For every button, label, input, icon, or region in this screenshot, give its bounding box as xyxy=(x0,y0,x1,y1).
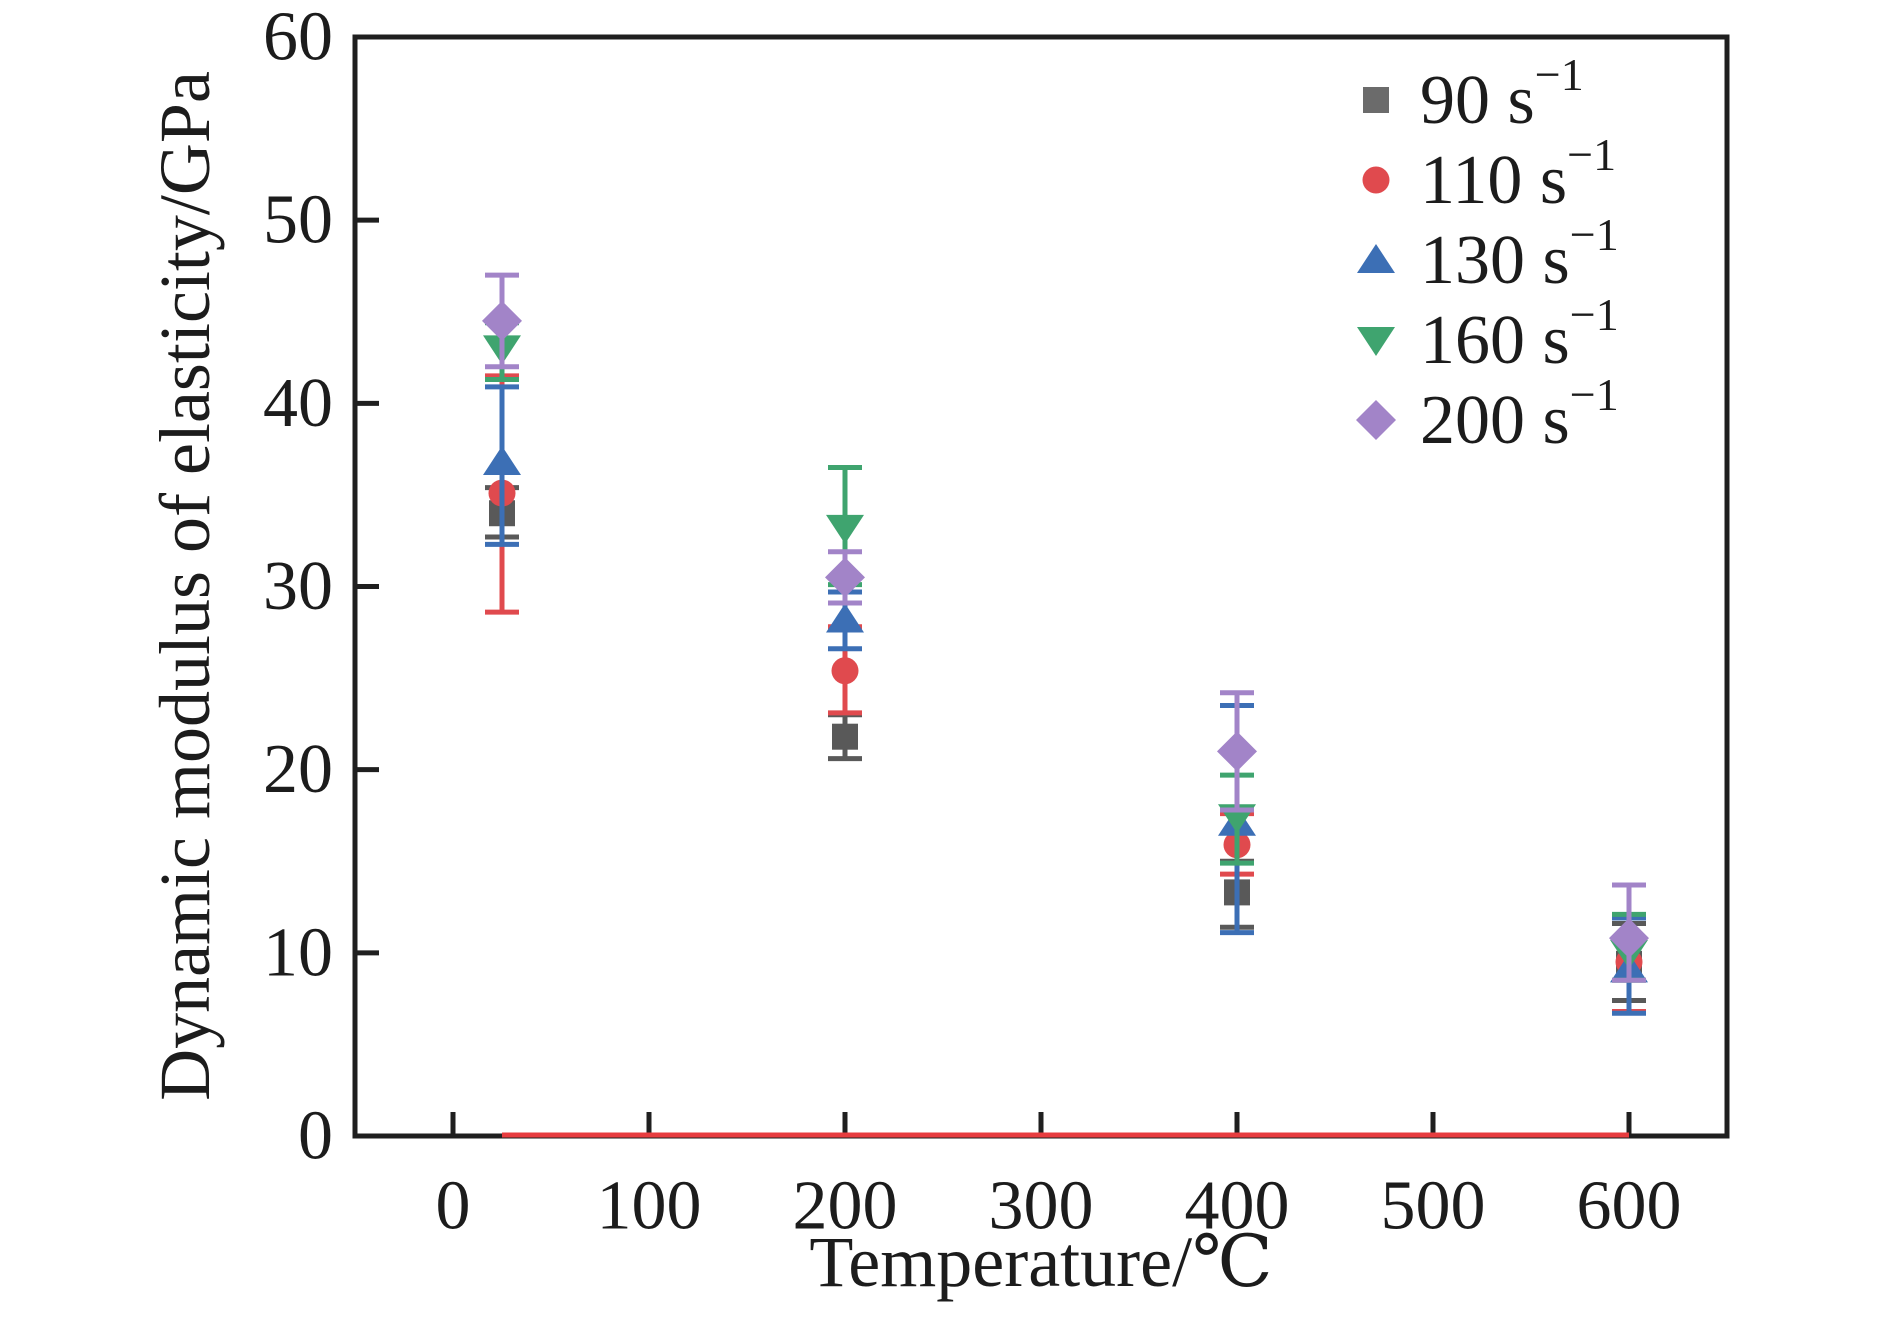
x-tick-label: 500 xyxy=(1381,1168,1486,1245)
legend-item-90s: 90 s−1 xyxy=(1363,49,1584,139)
data-point-marker xyxy=(826,514,864,544)
y-tick-label: 10 xyxy=(263,914,333,991)
y-tick-label: 40 xyxy=(263,365,333,442)
square-icon xyxy=(1363,87,1389,113)
data-point-marker xyxy=(826,603,864,633)
x-tick-label: 400 xyxy=(1185,1168,1290,1245)
data-point-marker xyxy=(483,445,521,475)
data-point-marker xyxy=(832,723,858,750)
y-tick-label: 20 xyxy=(263,731,333,808)
x-axis-title: Temperature/℃ xyxy=(809,1222,1272,1302)
x-tick-label: 200 xyxy=(793,1168,898,1245)
series-130-s⁻¹ xyxy=(483,384,1648,1016)
y-tick-label: 50 xyxy=(263,182,333,259)
x-tick-label: 300 xyxy=(989,1168,1094,1245)
data-point-marker xyxy=(831,657,859,685)
data-point-marker xyxy=(482,300,522,341)
legend-label: 200 s−1 xyxy=(1420,369,1619,459)
x-tick-label: 100 xyxy=(597,1168,702,1245)
circle-icon xyxy=(1362,166,1390,194)
data-point-marker xyxy=(825,557,865,598)
legend-label: 160 s−1 xyxy=(1420,289,1619,379)
legend-item-130s: 130 s−1 xyxy=(1357,209,1619,299)
y-axis-title: Dynamic modulus of elasticity/GPa xyxy=(145,71,225,1101)
x-tick-label: 600 xyxy=(1577,1168,1682,1245)
y-tick-label: 60 xyxy=(263,0,333,76)
legend-item-200s: 200 s−1 xyxy=(1356,369,1619,459)
legend-label: 130 s−1 xyxy=(1420,209,1619,299)
x-tick-label: 0 xyxy=(436,1168,471,1245)
series-110-s⁻¹ xyxy=(485,373,1646,1014)
data-point-marker xyxy=(1217,731,1257,772)
data-point-marker xyxy=(1609,918,1649,959)
legend-item-160s: 160 s−1 xyxy=(1357,289,1619,379)
y-tick-label: 30 xyxy=(263,548,333,625)
y-tick-label: 0 xyxy=(298,1098,333,1175)
series-200-s⁻¹ xyxy=(482,272,1649,983)
triangle-down-icon xyxy=(1357,327,1395,356)
triangle-up-icon xyxy=(1357,244,1395,273)
legend-label: 110 s−1 xyxy=(1420,129,1616,219)
axis-ticks: 0 100 200 300 400 500 600 0 10 20 30 40 50 60 xyxy=(263,0,1682,1245)
legend-label: 90 s−1 xyxy=(1420,49,1584,139)
legend-item-110s: 110 s−1 xyxy=(1362,129,1616,219)
diamond-icon xyxy=(1356,400,1396,440)
series-90-s⁻¹ xyxy=(485,485,1646,1003)
